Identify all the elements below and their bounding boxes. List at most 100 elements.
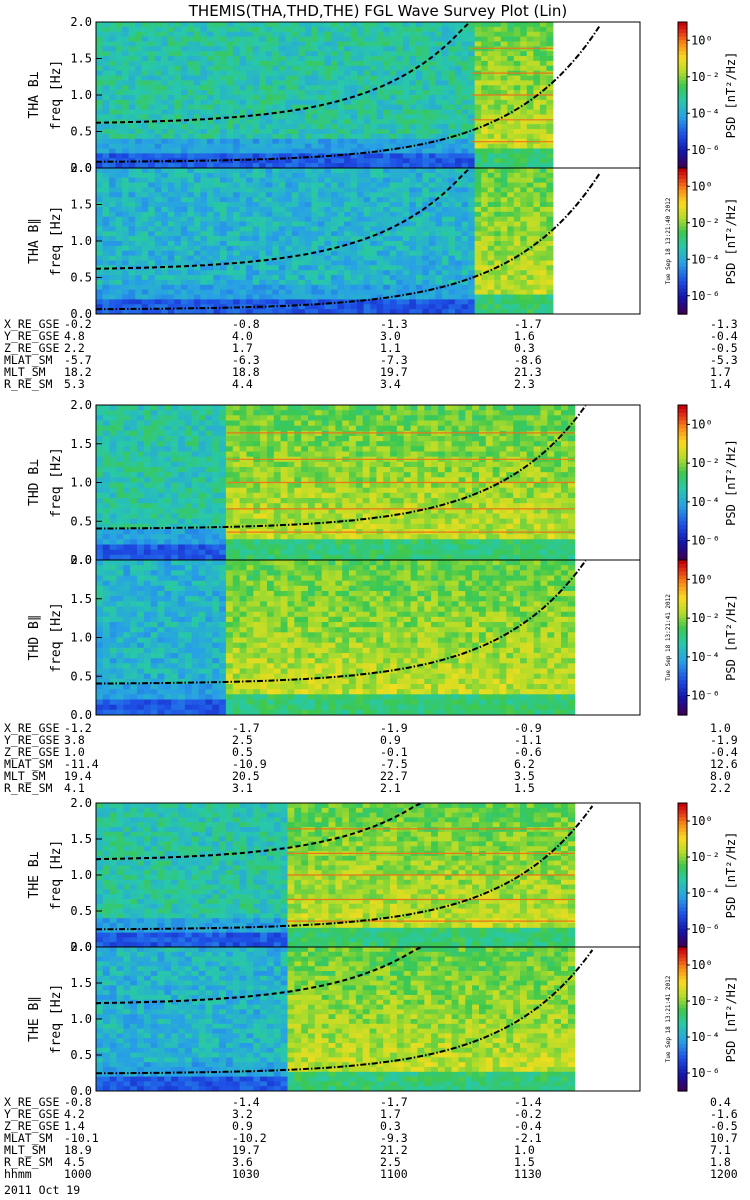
heatmap-cell [207,226,214,232]
heatmap-cell [161,70,169,77]
heatmap-cell [128,85,136,91]
heatmap-cell [424,415,432,421]
heatmap-cell [520,430,528,437]
heatmap-cell [390,430,398,437]
heatmap-cell [285,31,293,38]
colorbar-segment [678,168,687,173]
heatmap-cell [415,255,423,261]
heatmap-cell [435,241,443,247]
heatmap-cell [278,299,286,305]
heatmap-cell [526,168,534,174]
heatmap-cell [481,304,489,310]
heatmap-cell [363,158,371,164]
heatmap-cell [167,221,175,227]
heatmap-cell [455,56,462,62]
heatmap-cell [435,265,443,271]
heatmap-cell [500,129,508,135]
heatmap-cell [487,158,495,164]
heatmap-cell [213,260,221,266]
heatmap-cell [455,299,462,305]
heatmap-cell [547,436,555,442]
heatmap-cell [187,65,195,72]
heatmap-cell [115,250,123,257]
heatmap-cell [417,410,425,416]
heatmap-cell [311,245,319,252]
heatmap-cell [115,119,123,125]
heatmap-cell [174,187,182,193]
heatmap-cell [487,275,495,281]
heatmap-cell [357,70,365,77]
heatmap-cell [474,187,482,193]
heatmap-cell [546,133,554,140]
heatmap-cell [193,104,201,111]
heatmap-cell [389,197,397,203]
heatmap-cell [513,46,521,52]
heatmap-cell [507,163,515,169]
heatmap-cell [363,187,371,193]
heatmap-cell [272,221,280,227]
heatmap-cell [213,129,221,135]
colorbar-segment [678,255,687,260]
heatmap-cell [417,425,425,432]
heatmap-cell [122,56,130,62]
heatmap-cell [428,70,436,77]
heatmap-cell [109,250,117,257]
heatmap-cell [487,211,495,218]
heatmap-cell [225,415,234,421]
heatmap-cell [435,70,443,77]
heatmap-cell [272,241,280,247]
heatmap-cell [161,177,169,184]
heatmap-cell [389,143,397,150]
heatmap-cell [174,109,182,115]
colorbar-segment [678,273,687,279]
heatmap-cell [122,192,130,198]
heatmap-cell [187,304,195,310]
heatmap-cell [259,177,267,184]
heatmap-cell [259,41,267,47]
heatmap-cell [567,436,576,442]
heatmap-cell [193,172,201,179]
heatmap-cell [383,109,391,115]
heatmap-cell [415,294,423,300]
heatmap-cell [444,430,453,437]
heatmap-cell [539,284,547,291]
heatmap-cell [154,279,162,286]
heatmap-cell [546,36,554,42]
heatmap-cell [128,153,136,159]
heatmap-cell [494,129,502,135]
heatmap-cell [278,250,286,257]
heatmap-cell [350,304,358,310]
heatmap-cell [461,104,469,111]
heatmap-cell [415,250,423,257]
heatmap-cell [428,299,436,305]
heatmap-cell [96,299,103,305]
heatmap-cell [402,289,410,296]
heatmap-cell [383,245,391,252]
heatmap-cell [259,260,267,266]
heatmap-cell [122,75,130,81]
heatmap-cell [481,221,489,227]
heatmap-cell [102,275,110,281]
heatmap-cell [468,60,476,67]
heatmap-cell [546,56,554,62]
heatmap-cell [135,129,143,135]
heatmap-cell [409,46,417,52]
heatmap-cell [220,182,227,188]
heatmap-cell [481,216,489,223]
heatmap-cell [383,187,391,193]
heatmap-cell [402,65,410,72]
heatmap-cell [141,294,149,300]
heatmap-cell [376,31,384,38]
heatmap-cell [507,177,515,184]
heatmap-cell [474,51,482,57]
heatmap-cell [487,309,495,315]
heatmap-cell [350,187,358,193]
heatmap-cell [435,90,443,96]
heatmap-cell [278,226,286,232]
heatmap-cell [291,158,299,164]
heatmap-cell [96,46,103,52]
heatmap-cell [141,168,149,174]
heatmap-cell [431,441,439,447]
heatmap-cell [328,405,336,411]
heatmap-cell [167,236,175,242]
